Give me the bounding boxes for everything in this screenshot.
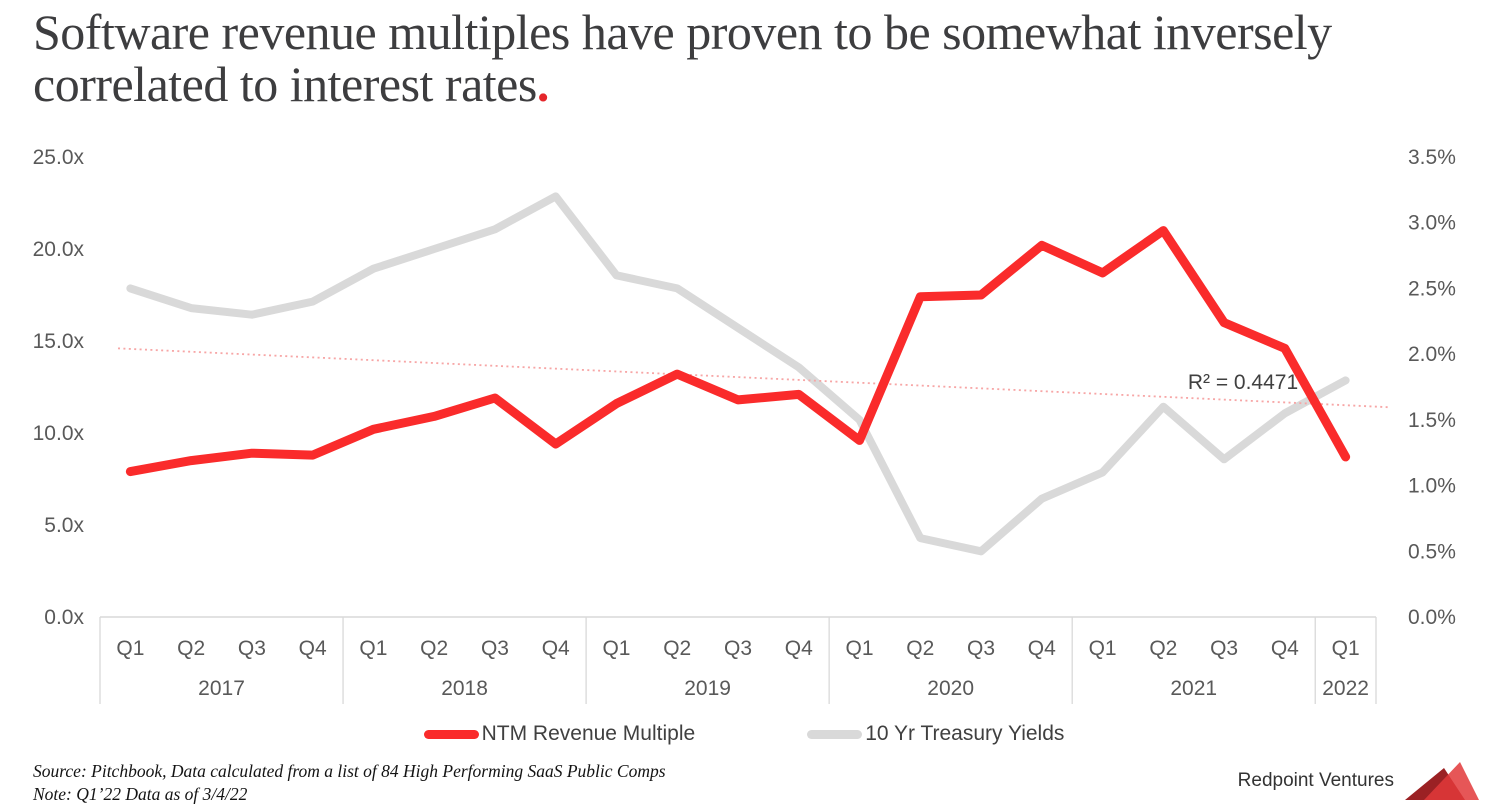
legend-label-ntm: NTM Revenue Multiple [481, 722, 696, 745]
ntm-line-swatch [423, 729, 479, 739]
title-accent-period: . [536, 56, 550, 112]
quarter-label: Q2 [663, 637, 691, 660]
chart-legend: NTM Revenue Multiple 10 Yr Treasury Yiel… [0, 722, 1488, 746]
right-axis-tick: 2.0% [1408, 343, 1456, 366]
treasury-line-swatch [807, 729, 863, 739]
quarter-label: Q4 [299, 637, 327, 660]
left-axis-tick: 15.0x [33, 330, 85, 353]
footnotes: Source: Pitchbook, Data calculated from … [33, 760, 666, 806]
ntm-revenue-multiple-line [125, 226, 1351, 477]
linear-trendline [117, 347, 1390, 409]
quarter-label: Q4 [785, 637, 813, 660]
quarter-label: Q3 [481, 637, 509, 660]
title-line-2: correlated to interest rates. [33, 56, 550, 112]
quarter-label: Q3 [238, 637, 266, 660]
year-label: 2019 [684, 677, 731, 700]
quarter-label: Q4 [1271, 637, 1299, 660]
left-axis-tick: 0.0x [44, 606, 84, 629]
left-axis-tick: 5.0x [44, 514, 84, 537]
right-axis-tick: 1.0% [1408, 475, 1456, 498]
left-axis-tick: 20.0x [33, 238, 85, 261]
right-axis-tick: 3.5% [1408, 146, 1456, 169]
brand-name: Redpoint Ventures [1237, 770, 1394, 791]
year-label: 2020 [927, 677, 974, 700]
right-axis-tick: 0.0% [1408, 606, 1456, 629]
quarter-label: Q1 [846, 637, 874, 660]
brand-block: Redpoint Ventures [1238, 761, 1480, 801]
source-note: Source: Pitchbook, Data calculated from … [33, 760, 666, 781]
title-line-1: Software revenue multiples have proven t… [33, 4, 1332, 60]
logo-bright-triangle [1424, 762, 1479, 800]
quarter-label: Q1 [116, 637, 144, 660]
quarter-label: Q1 [602, 637, 630, 660]
quarter-label: Q1 [359, 637, 387, 660]
legend-item-treasury-yields: 10 Yr Treasury Yields [807, 722, 1064, 746]
quarter-label: Q1 [1332, 637, 1360, 660]
quarter-label: Q1 [1089, 637, 1117, 660]
redpoint-logo [1405, 762, 1479, 800]
year-label: 2021 [1170, 677, 1217, 700]
right-axis-tick: 3.0% [1408, 212, 1456, 235]
r-squared-label: R² = 0.4471 [1188, 371, 1298, 394]
year-label: 2017 [198, 677, 245, 700]
year-label: 2022 [1322, 677, 1369, 700]
page-title: Software revenue multiples have proven t… [33, 6, 1473, 110]
right-axis-tick: 2.5% [1408, 277, 1456, 300]
quarter-label: Q2 [906, 637, 934, 660]
left-axis-tick: 25.0x [33, 146, 85, 169]
quarter-label: Q2 [177, 637, 205, 660]
quarter-label: Q3 [967, 637, 995, 660]
right-axis-tick: 1.5% [1408, 409, 1456, 432]
treasury-yields-line [126, 192, 1350, 556]
quarter-label: Q4 [1028, 637, 1056, 660]
left-axis-tick: 10.0x [33, 422, 85, 445]
quarter-label: Q3 [1210, 637, 1238, 660]
right-axis-tick: 0.5% [1408, 540, 1456, 563]
quarter-label: Q4 [542, 637, 570, 660]
quarter-label: Q2 [1149, 637, 1177, 660]
legend-label-treasury: 10 Yr Treasury Yields [865, 722, 1065, 745]
data-note: Note: Q1’22 Data as of 3/4/22 [33, 783, 248, 804]
quarter-label: Q3 [724, 637, 752, 660]
year-label: 2018 [441, 677, 488, 700]
quarter-label: Q2 [420, 637, 448, 660]
legend-item-ntm-revenue-multiple: NTM Revenue Multiple [423, 722, 696, 746]
